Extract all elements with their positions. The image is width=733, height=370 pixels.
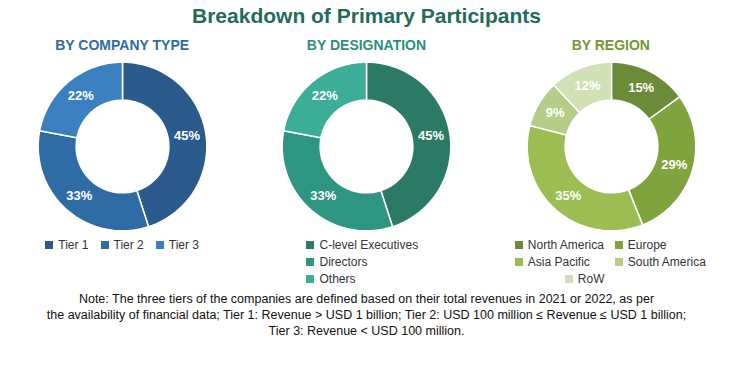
html-text:Tier 2: Tier 2: [113, 237, 144, 252]
svg-text:9%: 9%: [546, 105, 565, 120]
html-text:BY COMPANY TYPE: BY COMPANY TYPE: [55, 37, 190, 53]
html-text:BY DESIGNATION: BY DESIGNATION: [306, 37, 427, 53]
svg-text:22%: 22%: [68, 88, 94, 103]
html-text:Europe: Europe: [627, 237, 667, 252]
svg-text:45%: 45%: [174, 128, 200, 143]
svg-text:45%: 45%: [419, 128, 445, 143]
html-text:RoW: RoW: [577, 271, 605, 286]
svg-text:12%: 12%: [574, 78, 600, 93]
html-text:Tier 3: Revenue < USD 100 mill: Tier 3: Revenue < USD 100 million.: [268, 324, 465, 338]
svg-text:33%: 33%: [66, 188, 92, 203]
svg-text:35%: 35%: [555, 188, 581, 203]
html-text:Asia Pacific: Asia Pacific: [527, 254, 590, 269]
html-text:Note: The three tiers of the c: Note: The three tiers of the companies a…: [78, 292, 655, 306]
svg-text:33%: 33%: [311, 188, 337, 203]
html-text:C-level Executives: C-level Executives: [319, 237, 419, 252]
html-text:South America: South America: [627, 254, 706, 269]
html-text:Breakdown of Primary Participa: Breakdown of Primary Participants: [192, 4, 541, 27]
svg-text:15%: 15%: [628, 80, 654, 95]
svg-text:22%: 22%: [312, 88, 338, 103]
html-text:the availability of financial: the availability of financial data; Tier…: [46, 308, 687, 322]
html-text:Tier 1: Tier 1: [58, 237, 89, 252]
html-text:Directors: Directors: [319, 254, 368, 269]
html-text:North America: North America: [527, 237, 604, 252]
html-text:Others: Others: [319, 271, 356, 286]
html-text:BY REGION: BY REGION: [571, 37, 650, 53]
html-text:Tier 3: Tier 3: [168, 237, 199, 252]
svg-text:29%: 29%: [661, 157, 687, 172]
